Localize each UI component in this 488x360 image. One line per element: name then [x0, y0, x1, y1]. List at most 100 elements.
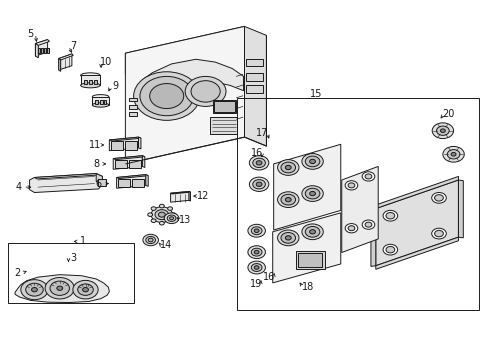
Polygon shape [30, 174, 102, 193]
Circle shape [159, 221, 164, 225]
Circle shape [169, 217, 173, 220]
Circle shape [382, 244, 397, 255]
Circle shape [447, 150, 459, 159]
Text: 8: 8 [93, 159, 100, 169]
Circle shape [347, 226, 354, 231]
Polygon shape [272, 213, 340, 283]
Circle shape [305, 226, 319, 237]
Polygon shape [138, 137, 141, 149]
Circle shape [149, 84, 183, 109]
Circle shape [305, 156, 319, 167]
Bar [94, 80, 97, 84]
Circle shape [249, 156, 268, 170]
Circle shape [167, 207, 172, 210]
Circle shape [191, 81, 220, 102]
Circle shape [247, 261, 265, 274]
Circle shape [436, 126, 448, 135]
Bar [41, 48, 43, 53]
Circle shape [151, 207, 172, 222]
Circle shape [442, 147, 463, 162]
Bar [104, 100, 106, 104]
Bar [210, 117, 237, 134]
Circle shape [151, 219, 156, 222]
Text: 19: 19 [249, 279, 261, 289]
Circle shape [21, 280, 48, 300]
Text: 15: 15 [310, 89, 322, 99]
Bar [46, 48, 48, 53]
Polygon shape [35, 40, 49, 45]
Circle shape [385, 212, 394, 219]
Circle shape [254, 229, 259, 233]
Text: 10: 10 [100, 57, 112, 67]
Circle shape [252, 180, 265, 189]
Circle shape [309, 192, 315, 196]
Circle shape [431, 193, 446, 203]
Polygon shape [125, 26, 244, 75]
Circle shape [301, 186, 323, 202]
Text: 14: 14 [159, 240, 171, 250]
Text: 18: 18 [301, 282, 313, 292]
Circle shape [151, 207, 156, 210]
Circle shape [247, 246, 265, 258]
Polygon shape [34, 174, 99, 179]
Circle shape [82, 288, 88, 292]
Polygon shape [113, 156, 144, 159]
Text: 16: 16 [262, 272, 274, 282]
Circle shape [277, 230, 298, 246]
Circle shape [251, 248, 262, 256]
Bar [132, 179, 144, 187]
Circle shape [431, 123, 453, 139]
Bar [100, 100, 102, 104]
Polygon shape [96, 174, 102, 184]
Circle shape [281, 194, 295, 205]
Circle shape [78, 284, 93, 296]
Circle shape [277, 159, 298, 175]
Polygon shape [375, 237, 458, 269]
Ellipse shape [81, 73, 100, 78]
Polygon shape [109, 137, 138, 151]
Polygon shape [273, 144, 340, 230]
Circle shape [309, 159, 315, 163]
Circle shape [147, 213, 152, 216]
Circle shape [251, 264, 262, 271]
Bar [214, 102, 234, 112]
Circle shape [281, 162, 295, 173]
Polygon shape [145, 175, 148, 186]
Circle shape [281, 233, 295, 243]
Bar [118, 179, 130, 187]
Circle shape [159, 204, 164, 208]
Bar [246, 73, 263, 81]
Circle shape [301, 224, 323, 240]
Text: 6: 6 [95, 179, 102, 189]
Text: 11: 11 [88, 140, 101, 150]
Circle shape [252, 158, 265, 167]
Text: 2: 2 [14, 268, 20, 278]
Circle shape [277, 192, 298, 207]
Polygon shape [125, 26, 244, 164]
Polygon shape [375, 176, 458, 208]
Circle shape [347, 183, 354, 188]
Bar [95, 100, 98, 104]
Bar [128, 159, 141, 168]
Polygon shape [59, 54, 73, 60]
Circle shape [140, 76, 193, 116]
Text: 3: 3 [70, 253, 76, 263]
Circle shape [254, 250, 259, 254]
Circle shape [434, 230, 443, 237]
Bar [124, 141, 137, 150]
Circle shape [148, 238, 153, 242]
Bar [8, 243, 134, 303]
Text: 12: 12 [197, 191, 209, 201]
Polygon shape [142, 156, 144, 167]
Circle shape [185, 76, 225, 107]
Ellipse shape [92, 103, 109, 107]
Circle shape [167, 215, 176, 221]
Polygon shape [375, 180, 458, 266]
Circle shape [155, 210, 168, 220]
Circle shape [382, 210, 397, 221]
Polygon shape [189, 192, 190, 201]
Text: 5: 5 [27, 28, 34, 39]
Text: 1: 1 [80, 237, 86, 247]
Bar [246, 85, 263, 93]
Bar [92, 97, 109, 105]
